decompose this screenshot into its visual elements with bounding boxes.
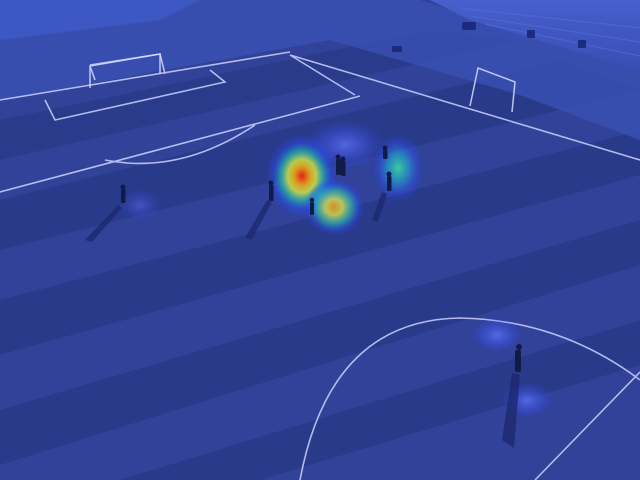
touchline-top xyxy=(0,51,291,101)
player-3 xyxy=(335,154,341,175)
player-shadows xyxy=(85,192,520,448)
player-2 xyxy=(268,180,274,201)
player-7 xyxy=(515,344,522,372)
heat-spot-lower xyxy=(304,179,364,235)
player-5 xyxy=(382,145,388,159)
stand-rows xyxy=(459,7,640,57)
goal-left xyxy=(89,53,161,88)
trackside-objects xyxy=(392,22,586,52)
track-corner xyxy=(0,0,200,40)
player-4 xyxy=(340,156,346,176)
player-8 xyxy=(309,197,315,215)
heat-spot-left xyxy=(118,189,162,221)
centre-circle-arc xyxy=(104,124,256,165)
centre-circle-lower xyxy=(299,317,640,480)
touchline-right-far xyxy=(289,54,640,161)
player-1 xyxy=(120,184,126,203)
running-track xyxy=(0,0,640,140)
heat-spot-bottom-right xyxy=(471,317,523,353)
heat-spot-halo xyxy=(305,120,385,170)
penalty-box-left xyxy=(44,69,227,121)
player-6 xyxy=(386,171,392,191)
box-line-right xyxy=(289,54,356,96)
touchline-bottom-right xyxy=(534,371,640,480)
halfway-line xyxy=(0,95,361,193)
pitch-lines xyxy=(0,51,640,480)
goal-right xyxy=(469,66,516,113)
heatmap-overlay xyxy=(118,120,553,418)
players xyxy=(120,145,522,372)
